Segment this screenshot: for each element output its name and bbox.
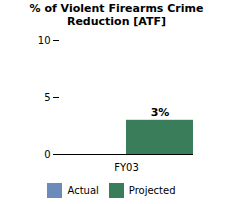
html-text:Projected: Projected [128, 185, 176, 197]
svg-text:FY03: FY03 [114, 162, 139, 173]
svg-text:3%: 3% [151, 107, 170, 120]
svg-text:0: 0 [44, 149, 50, 160]
html-text:% of Violent Firearms Crime Re: % of Violent Firearms Crime Reduction [A… [29, 2, 204, 29]
svg-text:5: 5 [44, 92, 50, 103]
html-text:Actual: Actual [67, 185, 99, 197]
svg-text:10: 10 [38, 35, 51, 46]
